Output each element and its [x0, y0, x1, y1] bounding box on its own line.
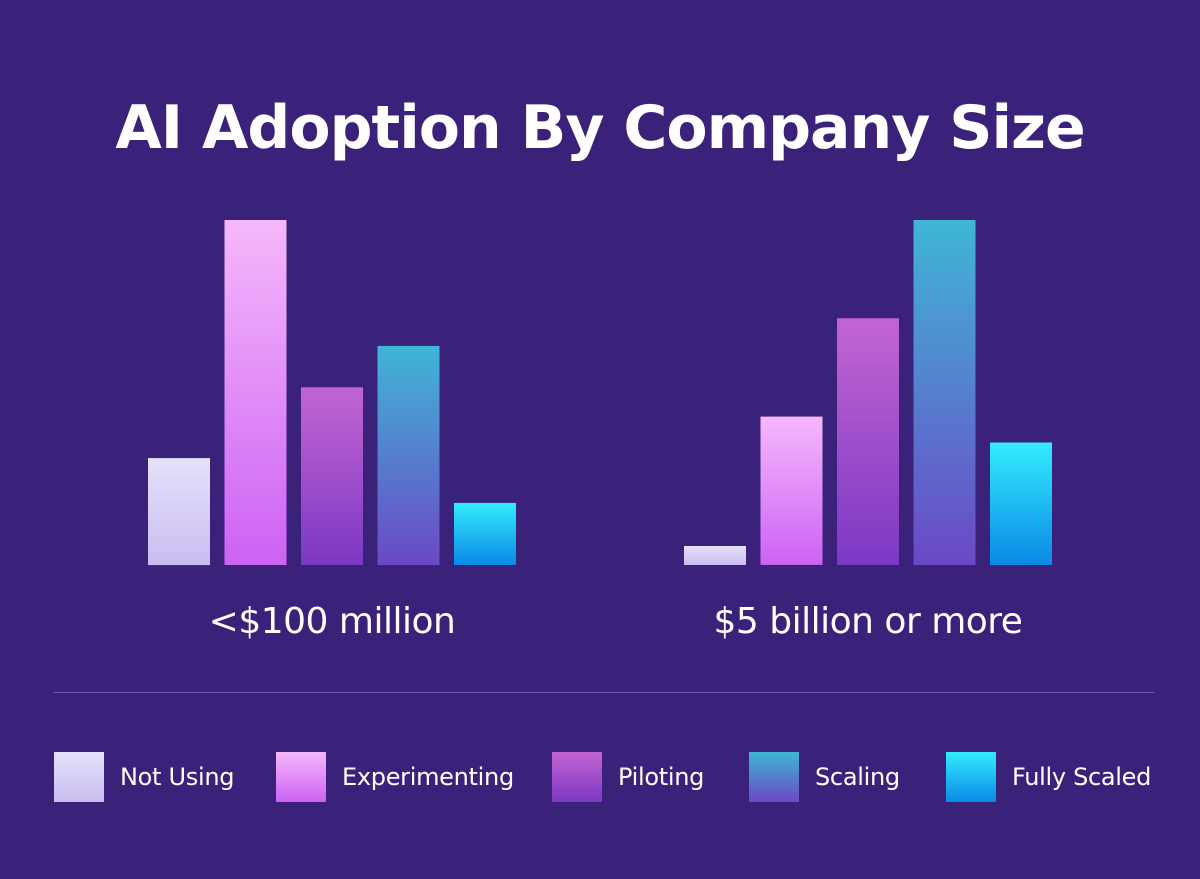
- legend-swatch-fully-scaled: [946, 752, 996, 802]
- bar-piloting-group-2: [837, 318, 899, 565]
- bar-experimenting-group-1: [224, 220, 287, 565]
- bar-experimenting-group-2: [760, 416, 823, 565]
- legend-item-not-using: Not Using: [54, 752, 234, 802]
- legend-swatch-not-using: [54, 752, 104, 802]
- legend-swatch-scaling: [749, 752, 799, 802]
- legend-swatch-experimenting: [276, 752, 326, 802]
- legend-label-not-using: Not Using: [120, 763, 235, 791]
- legend-item-scaling: Scaling: [749, 752, 900, 802]
- chart-title: AI Adoption By Company Size: [115, 93, 1085, 163]
- group-label-small-companies: <$100 million: [208, 601, 456, 642]
- bar-fully-scaled-group-1: [454, 502, 516, 565]
- legend-swatch-piloting: [552, 752, 602, 802]
- legend-item-piloting: Piloting: [552, 752, 704, 802]
- bar-scaling-group-1: [377, 345, 440, 565]
- legend-item-fully-scaled: Fully Scaled: [946, 752, 1151, 802]
- divider: [54, 692, 1154, 693]
- legend-item-experimenting: Experimenting: [276, 752, 514, 802]
- legend-label-scaling: Scaling: [815, 763, 900, 791]
- legend-label-piloting: Piloting: [618, 763, 705, 791]
- bar-not-using-group-2: [684, 546, 746, 565]
- bars-layer: [148, 220, 1052, 566]
- group-label-large-companies: $5 billion or more: [713, 601, 1023, 642]
- legend-label-fully-scaled: Fully Scaled: [1012, 763, 1152, 791]
- legend-label-experimenting: Experimenting: [342, 763, 514, 791]
- bar-fully-scaled-group-2: [990, 442, 1052, 565]
- bar-piloting-group-1: [301, 387, 363, 565]
- bar-not-using-group-1: [148, 458, 210, 566]
- bar-scaling-group-2: [913, 220, 976, 565]
